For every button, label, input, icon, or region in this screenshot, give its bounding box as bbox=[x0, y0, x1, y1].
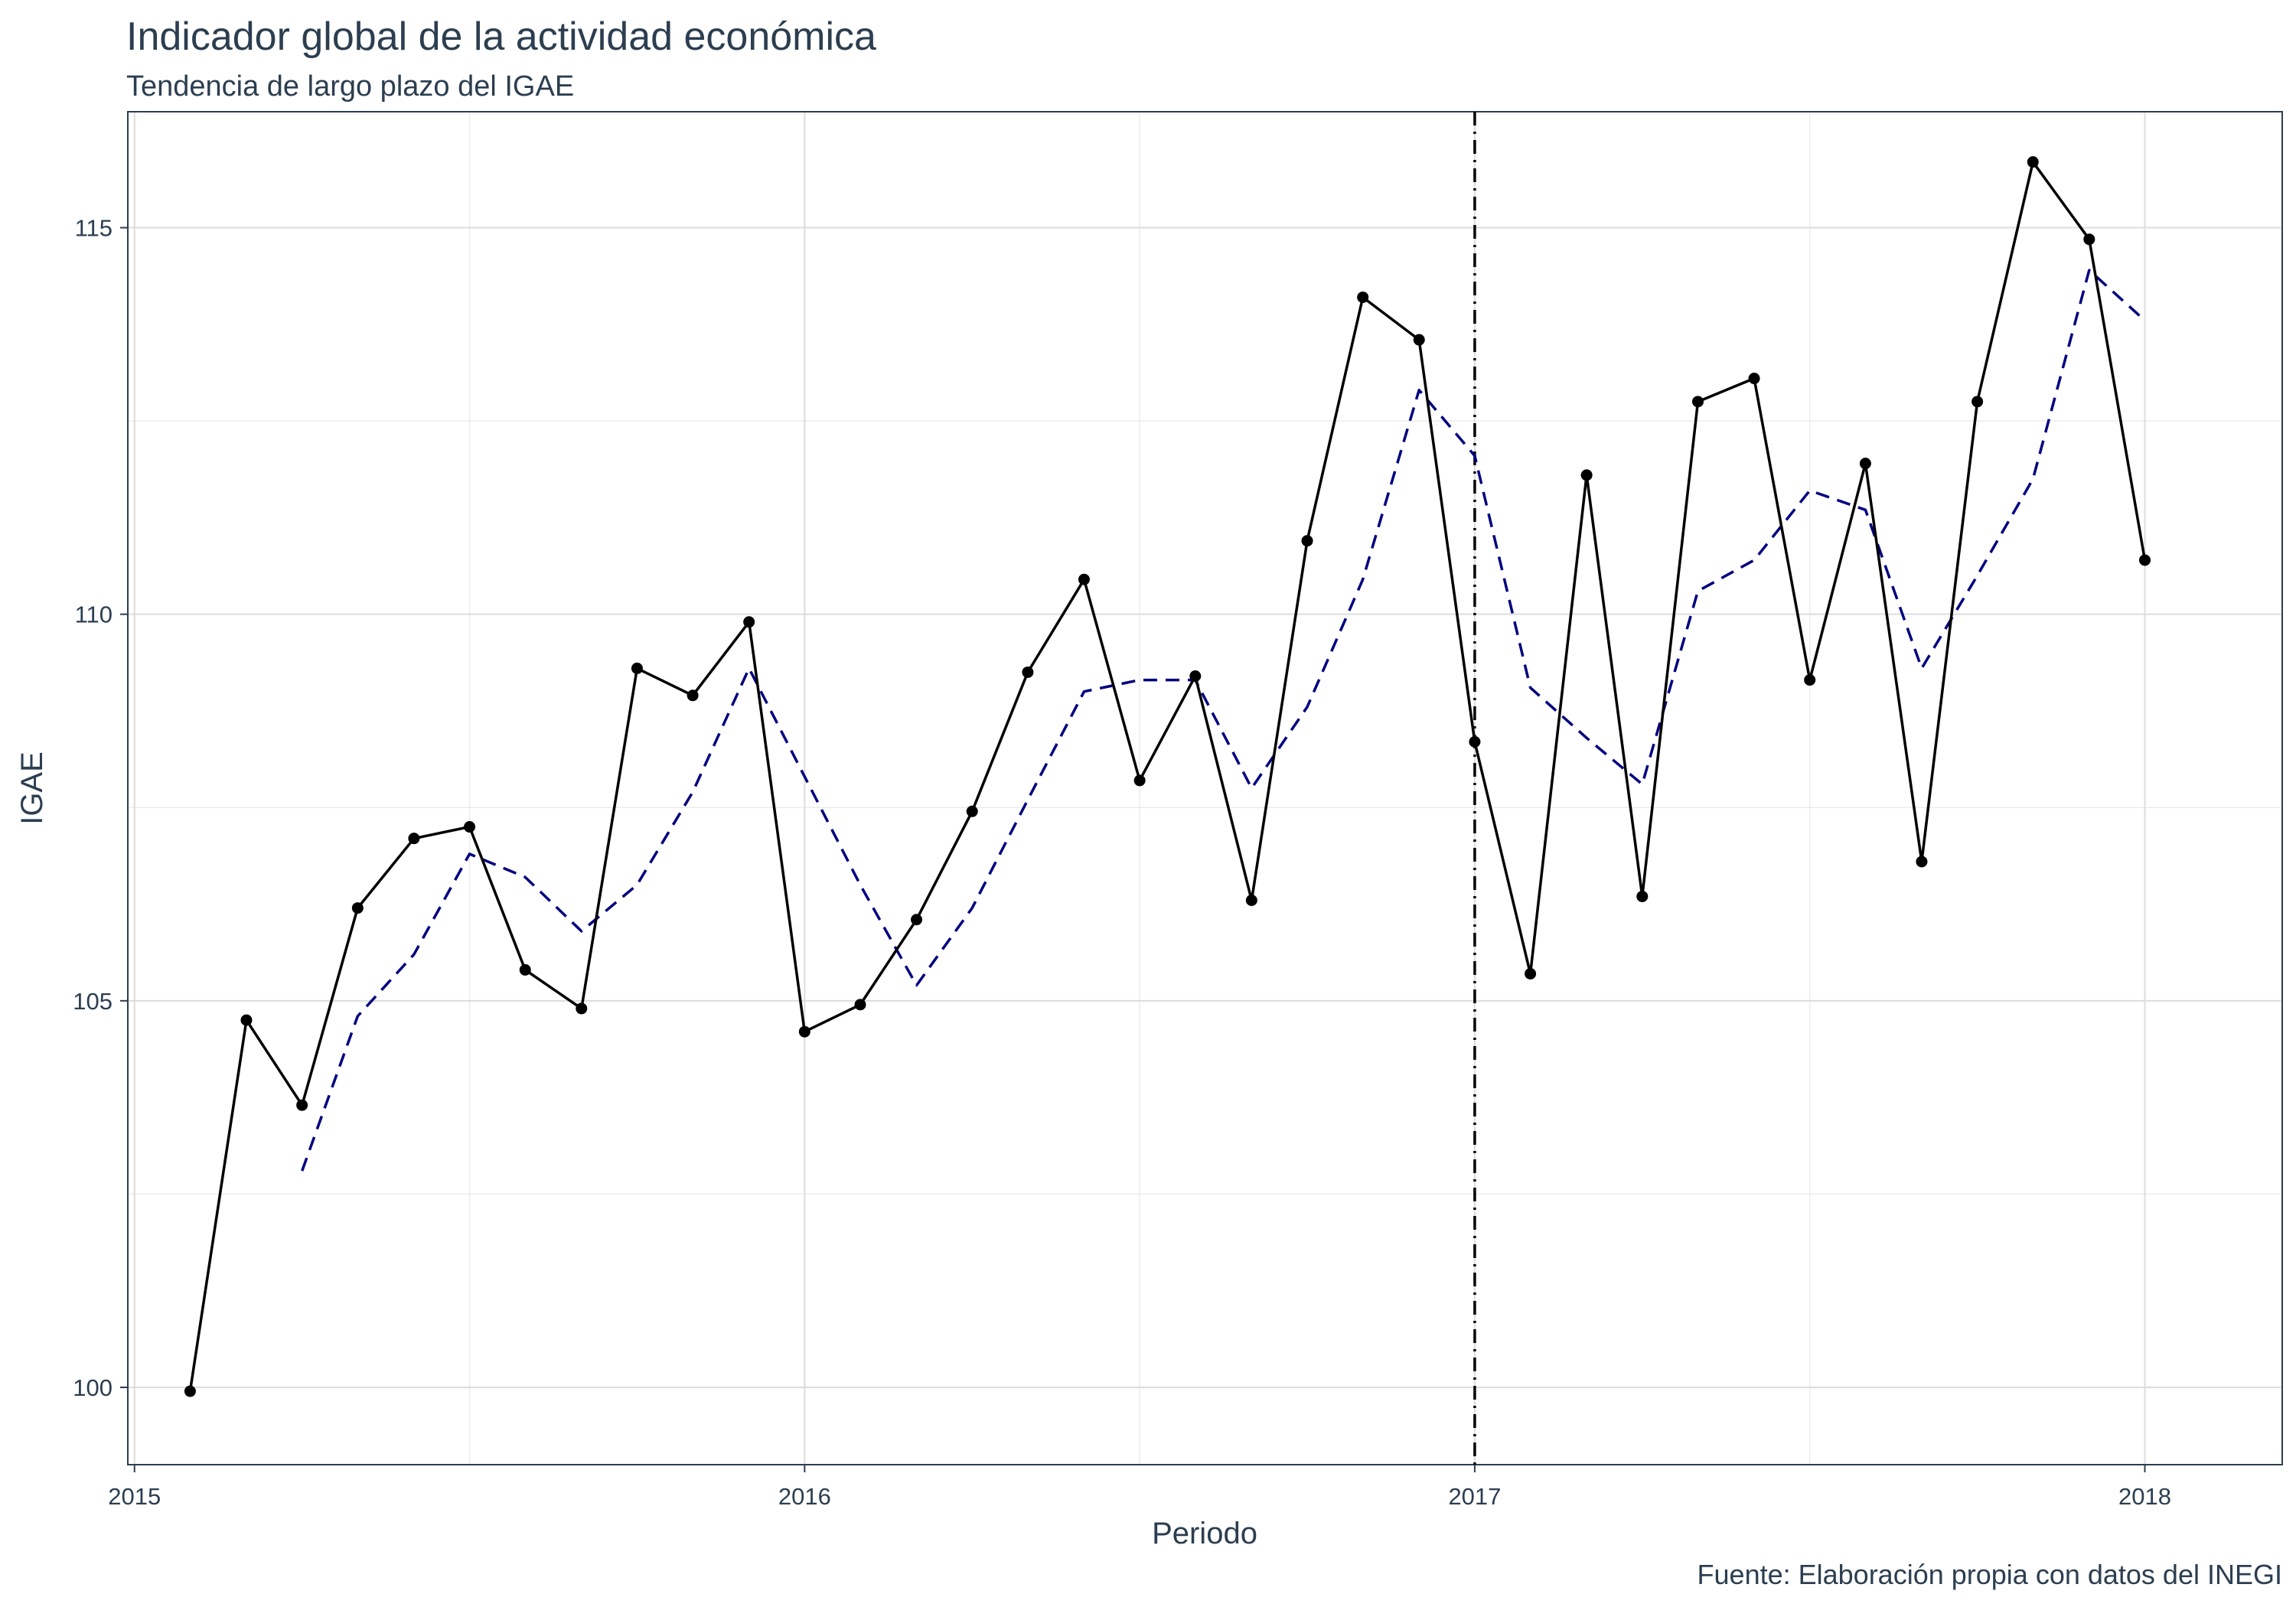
chart-subtitle: Tendencia de largo plazo del IGAE bbox=[126, 70, 574, 103]
igae-point bbox=[1022, 666, 1034, 678]
igae-point bbox=[1804, 674, 1816, 686]
series-group bbox=[184, 156, 2151, 1397]
trend-line bbox=[301, 269, 2146, 1172]
x-tick-label: 2015 bbox=[108, 1483, 161, 1510]
igae-point bbox=[1078, 573, 1090, 585]
igae-point bbox=[687, 689, 699, 702]
x-tick-label: 2016 bbox=[778, 1483, 831, 1510]
chart-title: Indicador global de la actividad económi… bbox=[126, 15, 876, 59]
x-axis-label: Periodo bbox=[1152, 1517, 1257, 1550]
igae-point bbox=[1133, 774, 1146, 787]
igae-point bbox=[1916, 856, 1928, 868]
source-caption: Fuente: Elaboración propia con datos del… bbox=[1698, 1559, 2282, 1590]
igae-point bbox=[408, 833, 420, 845]
igae-point bbox=[519, 963, 531, 976]
igae-point bbox=[1691, 396, 1704, 408]
y-tick-label: 110 bbox=[75, 601, 113, 628]
igae-point bbox=[2139, 554, 2151, 566]
igae-point bbox=[631, 662, 643, 674]
plot-panel bbox=[127, 111, 2283, 1465]
igae-point bbox=[1469, 735, 1481, 748]
y-tick-label: 105 bbox=[73, 988, 113, 1015]
igae-point bbox=[1748, 373, 1760, 385]
igae-point bbox=[351, 902, 364, 914]
igae-point bbox=[1859, 458, 1871, 470]
igae-point bbox=[1189, 670, 1202, 683]
y-axis-ticks: 100 105 110 115 bbox=[73, 215, 128, 1401]
igae-point bbox=[1413, 334, 1425, 346]
igae-point bbox=[1580, 469, 1593, 481]
igae-point bbox=[464, 821, 476, 833]
igae-point bbox=[1357, 291, 1369, 303]
igae-point bbox=[798, 1025, 810, 1038]
igae-point bbox=[1636, 890, 1649, 902]
igae-point bbox=[2027, 156, 2039, 168]
x-tick-label: 2018 bbox=[2118, 1483, 2171, 1510]
y-axis-label: IGAE bbox=[15, 751, 49, 825]
igae-point bbox=[743, 616, 755, 628]
igae-point bbox=[854, 999, 866, 1011]
gridlines bbox=[128, 112, 2282, 1465]
igae-point bbox=[2083, 233, 2095, 246]
y-tick-label: 100 bbox=[73, 1374, 113, 1401]
igae-line bbox=[188, 160, 2147, 1392]
igae-point bbox=[1245, 894, 1257, 906]
y-tick-label: 115 bbox=[75, 215, 113, 242]
igae-point bbox=[966, 805, 978, 817]
igae-point bbox=[1971, 396, 1984, 408]
igae-point bbox=[911, 914, 923, 926]
igae-point bbox=[1301, 535, 1313, 547]
igae-point bbox=[240, 1014, 253, 1026]
x-tick-label: 2017 bbox=[1448, 1483, 1501, 1510]
igae-point bbox=[296, 1099, 308, 1111]
igae-point bbox=[184, 1385, 196, 1397]
x-axis-ticks: 2015 2016 2017 2018 bbox=[108, 1465, 2171, 1510]
igae-point bbox=[1525, 967, 1537, 980]
igae-point bbox=[576, 1002, 588, 1015]
